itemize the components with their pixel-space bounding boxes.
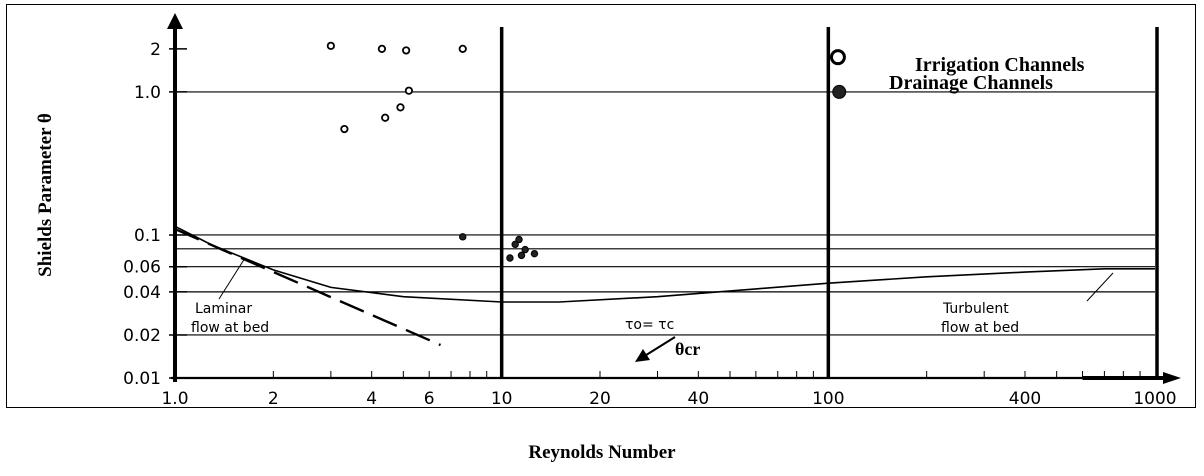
drainage-point [459,233,467,241]
drainage-point [530,249,539,258]
irrigation-point [377,44,387,53]
irrigation-point [402,46,411,55]
irrigation-point [340,124,349,134]
x-tick-label: 6 [424,389,435,409]
x-tick-label: 20 [589,389,611,409]
annotation-theta-cr: θcr [675,339,700,359]
y-axis-arrow [167,13,183,29]
x-tick-label: 10 [491,389,513,409]
irrigation-point [829,49,846,66]
y-tick-label: 0.1 [134,226,161,246]
x-tick-label: 2 [268,389,279,409]
irrigation-point [458,44,467,53]
theta-cr-arrow-head [635,349,650,362]
y-tick-label: 0.01 [123,369,161,389]
annotation-tau-equality: τo= τc [625,317,674,333]
y-tick-label: 2 [150,40,161,60]
annotation-laminar-flow: flow at bed [191,320,269,336]
y-tick-label: 1.0 [134,83,161,103]
theta-cr-arrow-shaft [642,336,676,358]
x-axis-arrow [1163,372,1181,384]
drainage-point [515,235,523,244]
tick-labels: 0.01 0.02 0.04 0.06 0.1 1.0 2 1.0 2 4 6 10 20 40 100 40… [123,40,1176,409]
drainage-point [511,240,519,249]
y-tick-label: 0.06 [123,258,161,278]
irrigation-point [404,86,413,95]
x-tick-label: 40 [688,389,710,409]
y-axis-label: Shields Parameter θ [35,113,56,277]
critical-shields-curve [174,225,1155,303]
x-axis-label: Reynolds Number [528,442,676,463]
chart-frame: 0.01 0.02 0.04 0.06 0.1 1.0 2 1.0 2 4 6 10 20 40 100 40… [6,4,1196,409]
irrigation-point [381,113,390,122]
laminar-leader [218,257,246,300]
x-tick-label: 4 [366,389,377,409]
laminar-dashed-line [174,227,442,347]
y-tick-label: 0.02 [123,326,161,346]
x-tick-label: 1.0 [161,389,188,409]
annotation-turbulent-flow: flow at bed [941,320,1019,336]
x-tick-label: 1000 [1133,389,1176,409]
legend-drainage: Drainage Channels [889,72,1053,94]
annotation-laminar: Laminar [195,301,252,317]
irrigation-point [326,41,335,50]
shields-chart: 0.01 0.02 0.04 0.06 0.1 1.0 2 1.0 2 4 6 10 20 40 100 40… [35,13,1181,409]
x-tick-label: 100 [812,389,844,409]
drainage-point [517,251,526,260]
turbulent-leader [1086,272,1114,302]
x-tick-label: 400 [1009,389,1041,409]
drainage-point [506,254,514,262]
curves [174,225,1155,347]
y-tick-label: 0.04 [123,283,161,303]
gridlines [175,27,1155,378]
irrigation-point [396,103,405,112]
drainage-point [832,84,847,99]
legend-irrigation: Irrigation Channels [915,54,1085,76]
data-points [326,41,847,262]
annotation-turbulent: Turbulent [942,301,1009,317]
axes [167,13,1181,384]
drainage-point [521,245,529,254]
